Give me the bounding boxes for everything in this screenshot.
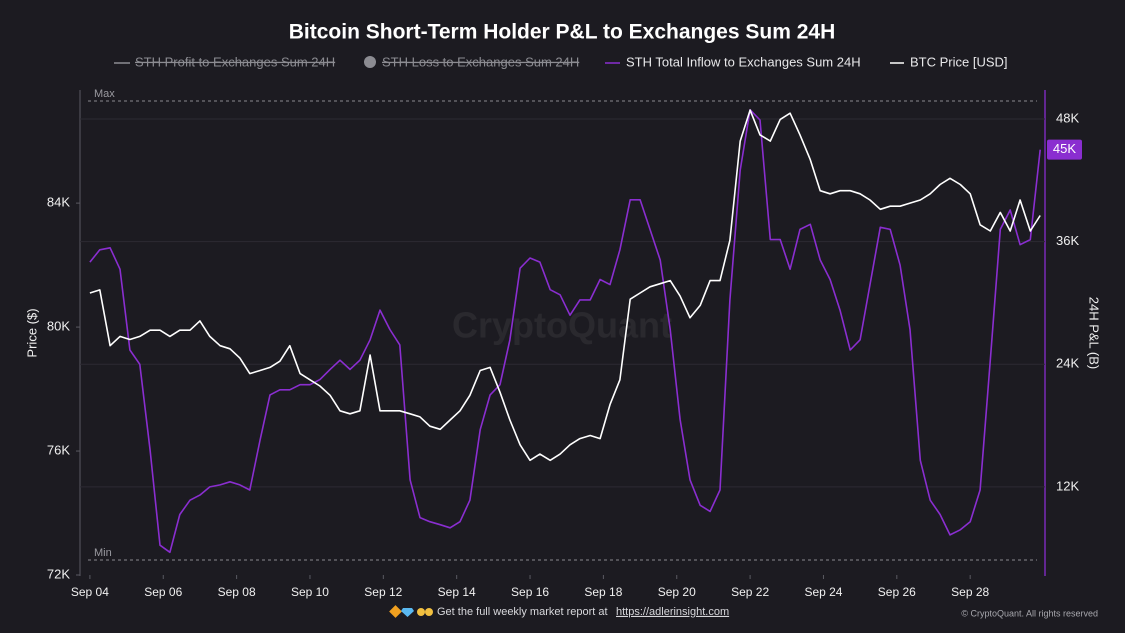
legend-label[interactable]: BTC Price [USD] — [910, 54, 1008, 69]
x-tick-label: Sep 20 — [658, 585, 696, 599]
y2-tick-label: 48K — [1056, 110, 1079, 125]
y-tick-label: 80K — [47, 319, 70, 334]
x-tick-label: Sep 26 — [878, 585, 916, 599]
grid — [80, 118, 1045, 488]
x-tick-label: Sep 06 — [144, 585, 182, 599]
y2-tick-label: 12K — [1056, 478, 1079, 493]
footer-icons — [389, 605, 433, 618]
chart-title: Bitcoin Short-Term Holder P&L to Exchang… — [289, 21, 835, 44]
y2-tick-label: 36K — [1056, 233, 1079, 248]
last-value-label: 45K — [1053, 141, 1076, 156]
x-tick-label: Sep 22 — [731, 585, 769, 599]
watermark: CryptoQuant — [452, 305, 672, 346]
reference-label: Min — [94, 547, 112, 559]
y-tick-label: 84K — [47, 195, 70, 210]
y-tick-label: 72K — [47, 566, 70, 581]
legend-swatch — [364, 56, 376, 68]
legend-label[interactable]: STH Total Inflow to Exchanges Sum 24H — [626, 54, 861, 69]
y2-tick-label: 24K — [1056, 356, 1079, 371]
legend-label[interactable]: STH Loss to Exchanges Sum 24H — [382, 54, 579, 69]
footer-link[interactable]: https://adlerinsight.com — [616, 606, 729, 618]
last-value-badge — [1047, 139, 1082, 160]
x-tick-label: Sep 16 — [511, 585, 549, 599]
x-tick-label: Sep 04 — [71, 585, 109, 599]
x-tick-label: Sep 24 — [804, 585, 842, 599]
series-line — [89, 109, 1041, 554]
x-tick-label: Sep 14 — [438, 585, 476, 599]
x-tick-label: Sep 08 — [218, 585, 256, 599]
x-tick-label: Sep 12 — [364, 585, 402, 599]
x-tick-label: Sep 10 — [291, 585, 329, 599]
series-line — [89, 109, 1041, 462]
y-axis-label: Price ($) — [24, 308, 39, 357]
legend-label[interactable]: STH Profit to Exchanges Sum 24H — [135, 54, 335, 69]
y2-axis-label: 24H P&L (B) — [1087, 297, 1102, 370]
copyright: © CryptoQuant. All rights reserved — [961, 608, 1098, 618]
reference-label: Max — [94, 88, 115, 100]
footer-text: Get the full weekly market report at — [437, 606, 608, 618]
y-tick-label: 76K — [47, 442, 70, 457]
x-tick-label: Sep 28 — [951, 585, 989, 599]
x-tick-label: Sep 18 — [584, 585, 622, 599]
